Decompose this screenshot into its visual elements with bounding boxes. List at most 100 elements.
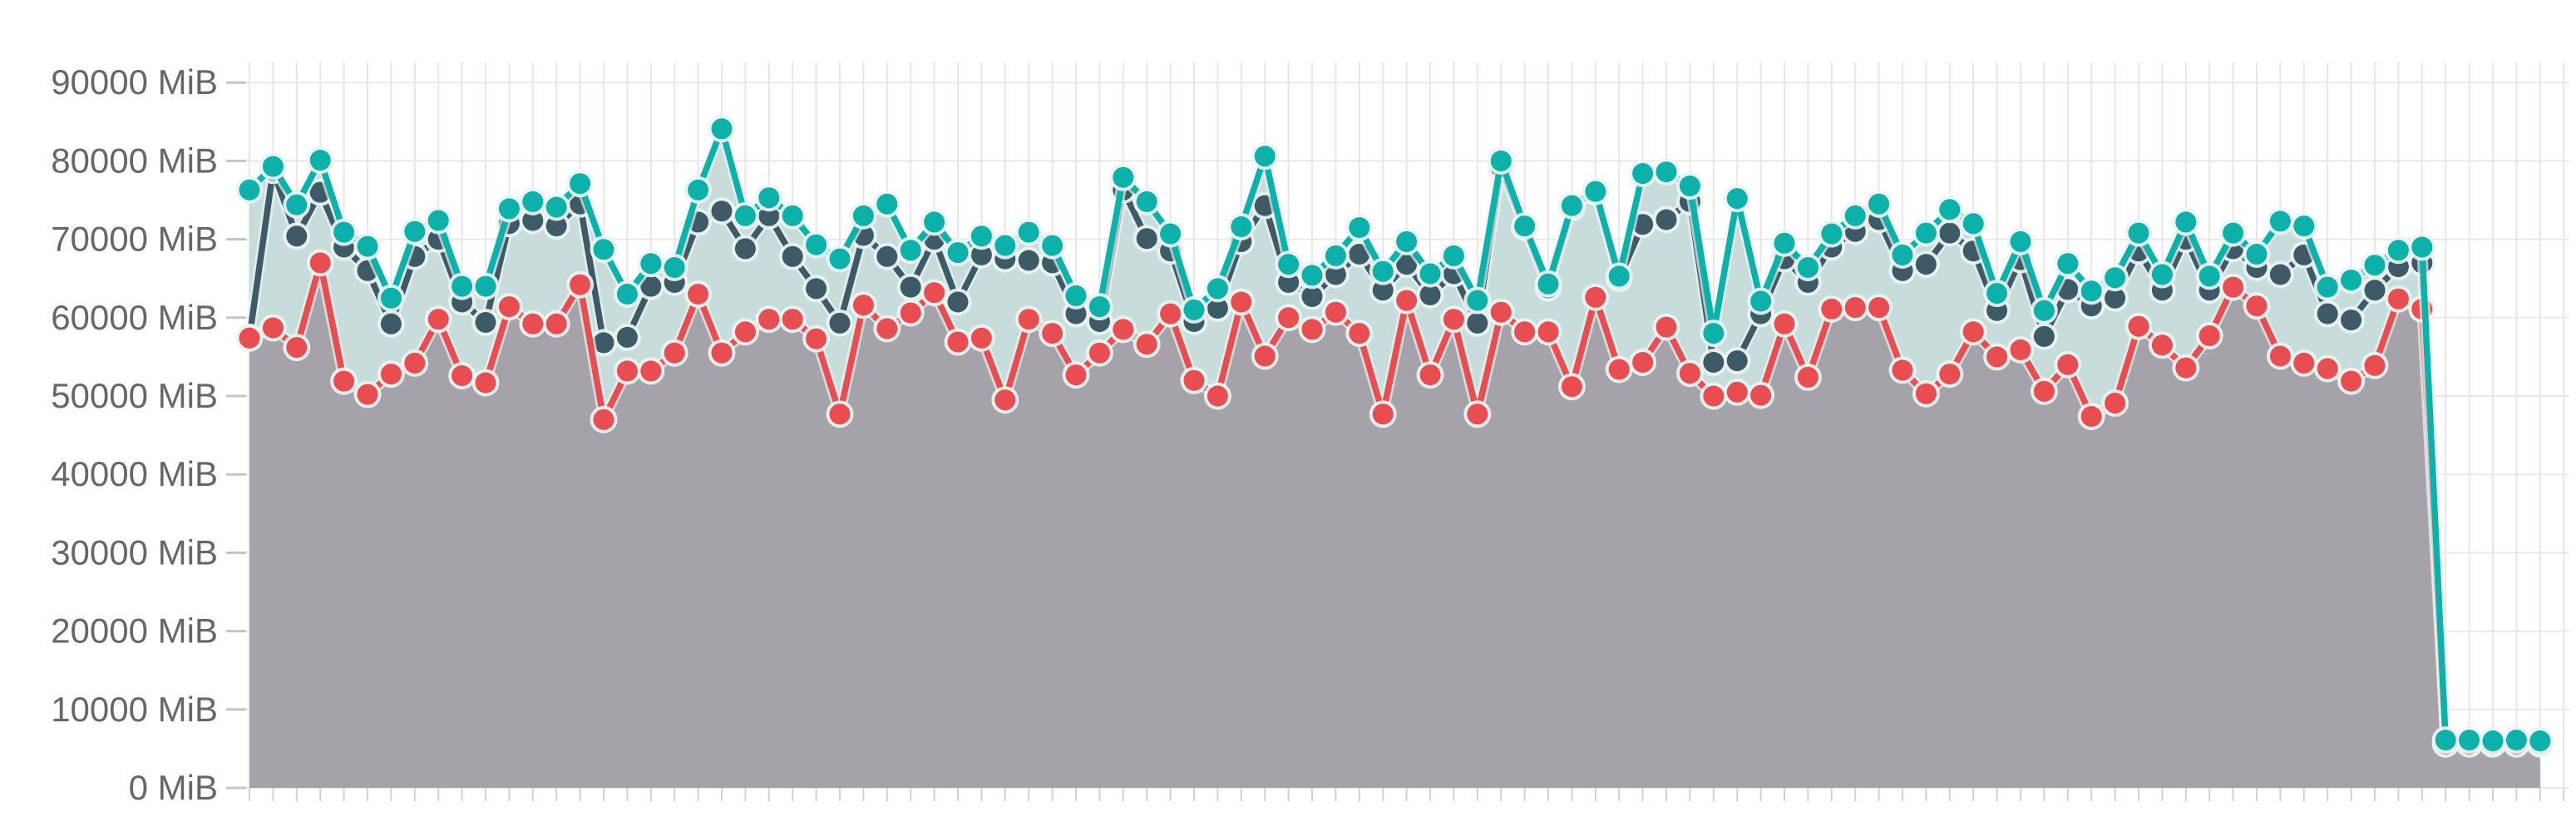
teal-data-point <box>309 150 331 171</box>
teal-data-point <box>1231 216 1252 237</box>
dark-data-point <box>2269 264 2291 285</box>
red-data-point <box>900 302 921 324</box>
dark-data-point <box>1018 250 1039 271</box>
red-data-point <box>1042 323 1063 344</box>
y-axis-label: 20000 MiB <box>51 612 218 651</box>
teal-data-point <box>1301 265 1323 286</box>
red-data-point <box>1065 364 1087 386</box>
red-data-point <box>1774 313 1795 334</box>
y-axis-label: 70000 MiB <box>51 220 218 259</box>
red-data-point <box>876 318 898 339</box>
red-data-point <box>262 317 284 339</box>
teal-data-point <box>1349 217 1370 238</box>
dark-data-point <box>1656 209 1677 230</box>
y-axis-label: 30000 MiB <box>51 532 218 572</box>
teal-data-point <box>545 196 567 218</box>
teal-data-point <box>924 211 945 233</box>
teal-data-point <box>2246 244 2268 265</box>
teal-data-point <box>711 118 733 140</box>
teal-data-point <box>286 194 308 215</box>
red-data-point <box>1844 297 1866 319</box>
red-data-point <box>1892 359 1913 381</box>
teal-data-point <box>593 239 614 260</box>
red-data-point <box>1325 301 1346 323</box>
teal-data-point <box>734 205 756 226</box>
dark-data-point <box>782 245 803 267</box>
teal-data-point <box>2341 270 2362 291</box>
red-data-point <box>1018 309 1039 330</box>
teal-data-point <box>239 179 260 201</box>
dark-data-point <box>1915 254 1937 275</box>
red-data-point <box>664 342 685 364</box>
dark-data-point <box>1467 312 1488 334</box>
red-series-area <box>249 262 2540 788</box>
teal-data-point <box>1632 163 1654 184</box>
red-data-point <box>1514 321 1536 343</box>
teal-data-point <box>616 284 638 305</box>
teal-data-point <box>404 220 426 242</box>
teal-data-point <box>2105 267 2126 289</box>
teal-data-point <box>688 179 709 201</box>
red-data-point <box>970 327 992 349</box>
teal-data-point <box>1774 232 1795 254</box>
dark-data-point <box>1301 285 1323 307</box>
red-data-point <box>2128 315 2149 337</box>
teal-data-point <box>2411 236 2433 258</box>
teal-data-point <box>758 187 780 209</box>
teal-data-point <box>1490 150 1512 171</box>
y-axis-label: 90000 MiB <box>51 62 218 102</box>
dark-data-point <box>734 238 756 260</box>
red-data-point <box>452 365 473 386</box>
teal-data-point <box>1915 222 1937 244</box>
dark-data-point <box>806 278 827 300</box>
dark-data-point <box>286 225 308 247</box>
teal-data-point <box>1797 257 1818 278</box>
red-data-point <box>1986 346 2008 368</box>
dark-data-point <box>475 312 496 333</box>
red-data-point <box>924 282 945 304</box>
teal-data-point <box>947 242 969 264</box>
red-data-point <box>1868 297 1890 319</box>
red-data-point <box>2364 354 2386 376</box>
red-data-point <box>2387 288 2409 309</box>
dark-data-point <box>829 312 851 334</box>
teal-data-point <box>876 193 898 215</box>
teal-data-point <box>1962 213 1984 235</box>
red-data-point <box>734 321 756 343</box>
red-data-point <box>1797 366 1818 388</box>
red-data-point <box>1490 301 1512 323</box>
y-axis-label: 80000 MiB <box>51 141 218 180</box>
teal-data-point <box>498 198 520 220</box>
teal-data-point <box>452 275 473 297</box>
red-data-point <box>286 337 308 359</box>
teal-data-point <box>1018 221 1039 243</box>
dark-data-point <box>616 326 638 348</box>
teal-data-point <box>262 156 284 177</box>
teal-data-point <box>2033 300 2055 321</box>
dark-data-point <box>711 201 733 222</box>
teal-data-point <box>1207 278 1228 300</box>
teal-data-point <box>357 235 378 257</box>
red-data-point <box>1419 364 1441 386</box>
teal-data-point <box>2435 730 2456 750</box>
y-axis-label: 0 MiB <box>129 768 218 807</box>
dark-data-point <box>380 313 402 334</box>
dark-data-point <box>2341 309 2362 331</box>
red-data-point <box>333 370 355 392</box>
red-data-point <box>2293 352 2315 374</box>
dark-data-point <box>522 210 544 231</box>
red-data-point <box>2105 393 2126 413</box>
dark-data-point <box>1325 264 1346 285</box>
red-data-point <box>640 360 662 382</box>
teal-data-point <box>1868 193 1890 215</box>
red-data-point <box>1207 385 1228 407</box>
red-data-point <box>1113 319 1134 340</box>
teal-data-point <box>522 191 544 212</box>
teal-data-point <box>1183 299 1205 320</box>
red-data-point <box>688 284 709 305</box>
teal-data-point <box>1325 245 1346 266</box>
red-data-point <box>1349 323 1370 344</box>
teal-data-point <box>782 205 803 226</box>
dark-data-point <box>1349 244 1370 265</box>
